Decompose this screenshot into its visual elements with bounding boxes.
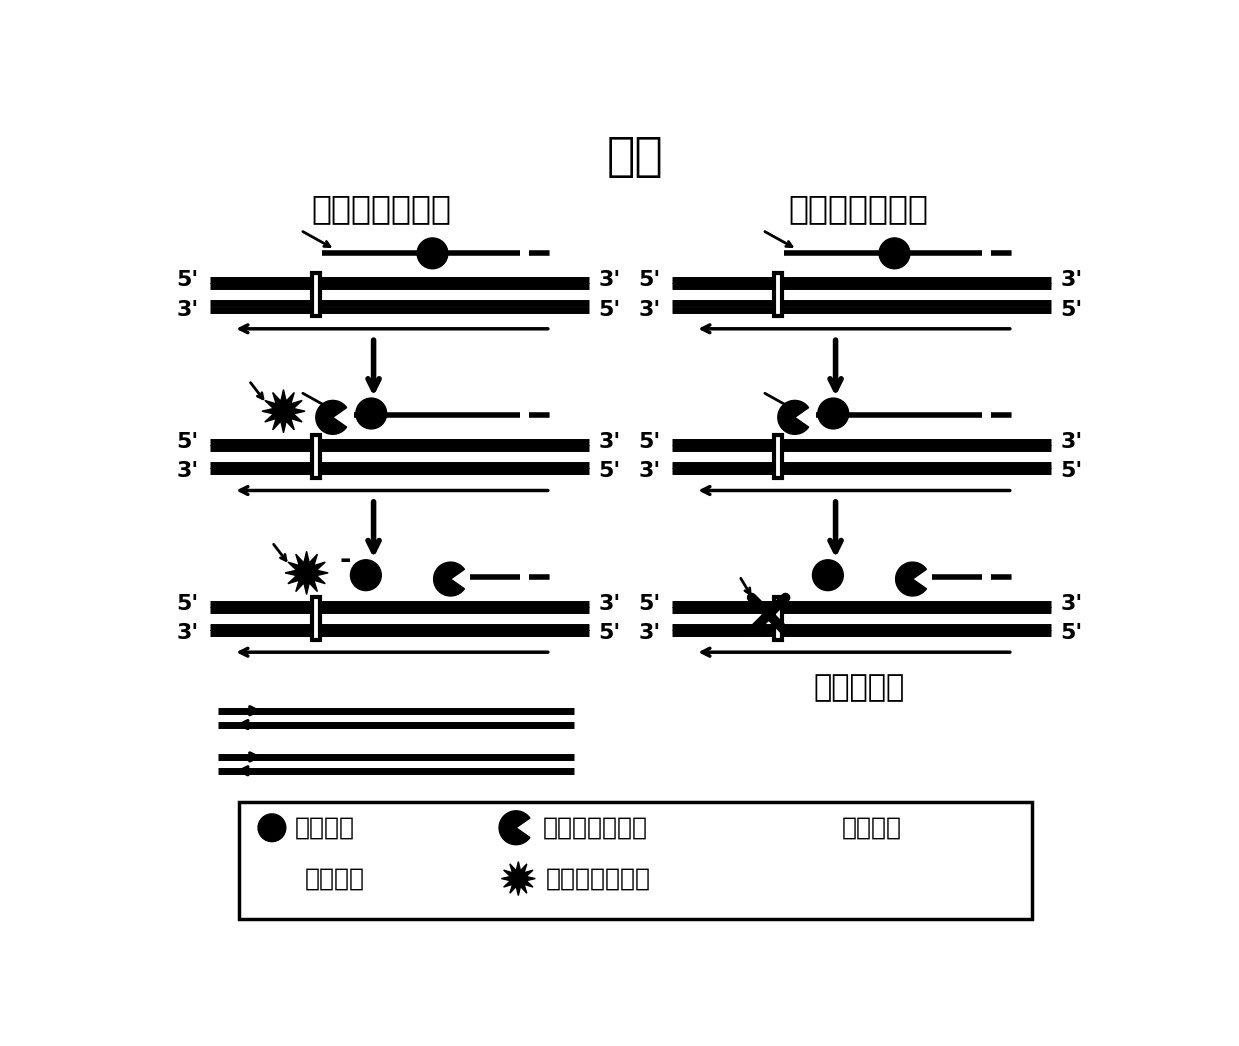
Bar — [774, 435, 782, 478]
Bar — [239, 801, 1032, 918]
Text: 3': 3' — [638, 461, 660, 481]
Text: 低效率扩增: 低效率扩增 — [813, 674, 904, 702]
Text: 荧光基团: 荧光基团 — [295, 816, 356, 840]
Text: 5': 5' — [1061, 623, 1083, 643]
Text: -: - — [339, 546, 351, 574]
Text: 3': 3' — [176, 623, 198, 643]
Text: 5': 5' — [598, 299, 621, 319]
Text: 5': 5' — [176, 270, 198, 291]
Circle shape — [818, 399, 849, 429]
Text: 突变位点: 突变位点 — [841, 816, 902, 840]
Text: 有高保真聚合酶: 有高保真聚合酶 — [311, 192, 451, 225]
Text: 簬灭基团: 簬灭基团 — [305, 866, 364, 890]
Text: 高保真性聚合酶: 高保真性聚合酶 — [545, 866, 650, 890]
Polygon shape — [502, 862, 535, 895]
Text: 5': 5' — [1061, 299, 1083, 319]
Text: 5': 5' — [1061, 461, 1083, 481]
Circle shape — [351, 560, 382, 591]
Text: 3': 3' — [1061, 432, 1083, 452]
Text: 5': 5' — [638, 432, 660, 452]
Text: 5': 5' — [176, 594, 198, 614]
Text: 3': 3' — [176, 299, 198, 319]
Text: 3': 3' — [176, 461, 198, 481]
Text: 5': 5' — [598, 461, 621, 481]
Text: 3': 3' — [638, 623, 660, 643]
Bar — [312, 597, 320, 640]
Wedge shape — [896, 562, 927, 596]
Text: 无高保真聚合酶: 无高保真聚合酶 — [789, 192, 929, 225]
Text: 3': 3' — [598, 432, 621, 452]
Text: 3': 3' — [598, 270, 621, 291]
Circle shape — [258, 814, 286, 842]
Bar — [774, 273, 782, 317]
Text: 3': 3' — [1061, 594, 1083, 614]
Bar — [774, 597, 782, 640]
Text: 3': 3' — [638, 299, 660, 319]
Wedge shape — [778, 401, 809, 434]
Circle shape — [813, 560, 844, 591]
Wedge shape — [434, 562, 465, 596]
Bar — [312, 435, 320, 478]
Polygon shape — [285, 551, 328, 594]
Circle shape — [356, 399, 387, 429]
Text: 5': 5' — [638, 270, 660, 291]
Wedge shape — [499, 811, 530, 845]
Circle shape — [880, 237, 909, 269]
Circle shape — [418, 237, 447, 269]
Text: 低保真性聚合酶: 低保真性聚合酶 — [543, 816, 648, 840]
Text: 错配: 错配 — [607, 135, 664, 180]
Text: 5': 5' — [638, 594, 660, 614]
Polygon shape — [261, 389, 305, 433]
Bar — [312, 273, 320, 317]
Wedge shape — [316, 401, 347, 434]
Bar — [824, 810, 831, 846]
Text: 3': 3' — [598, 594, 621, 614]
Text: 5': 5' — [176, 432, 198, 452]
Text: 5': 5' — [598, 623, 621, 643]
Text: 3': 3' — [1061, 270, 1083, 291]
